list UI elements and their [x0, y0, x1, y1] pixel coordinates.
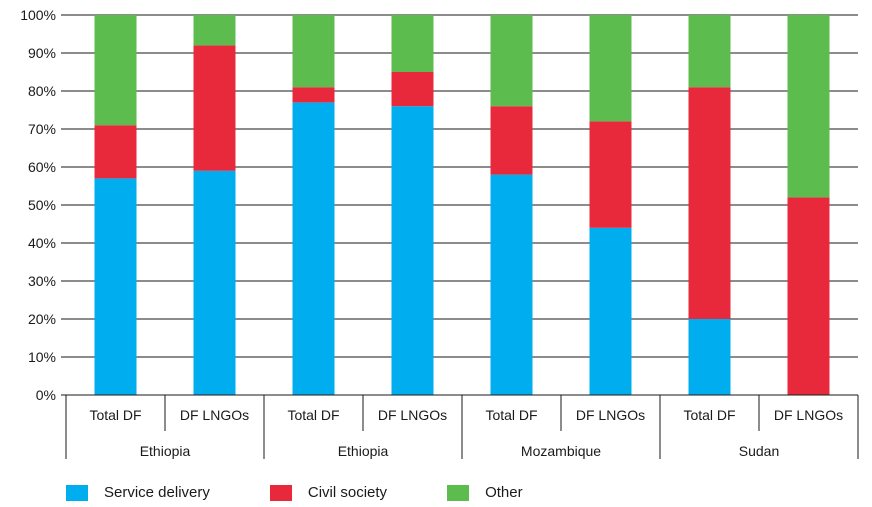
- bar-segment: [292, 102, 335, 396]
- bar-segment: [688, 15, 731, 88]
- bar-segment: [490, 106, 533, 175]
- y-tick-label: 30%: [28, 273, 56, 289]
- bar-segment: [589, 15, 632, 122]
- x-tick-label: DF LNGOs: [576, 407, 645, 423]
- x-tick-label: Total DF: [287, 407, 339, 423]
- chart-plot: 0% 10% 20% 30% 40% 50% 60% 70% 80% 90% 100% Total D…: [20, 7, 859, 459]
- y-tick-label: 0%: [36, 387, 56, 403]
- x-tick-label: DF LNGOs: [774, 407, 843, 423]
- y-tick-label: 50%: [28, 197, 56, 213]
- y-tick-label: 60%: [28, 159, 56, 175]
- x-tick-label: DF LNGOs: [378, 407, 447, 423]
- y-tick-label: 10%: [28, 349, 56, 365]
- x-tick-label: Total DF: [683, 407, 735, 423]
- bar-segment: [193, 45, 236, 171]
- legend-swatch: [66, 484, 88, 501]
- y-tick-label: 90%: [28, 45, 56, 61]
- legend-swatch: [269, 484, 292, 501]
- legend-item: Civil society: [269, 484, 388, 501]
- x-tick-label: Total DF: [89, 407, 141, 423]
- legend-item: Other: [447, 484, 523, 501]
- bar-segment: [688, 319, 731, 395]
- bar-segment: [391, 15, 434, 72]
- legend-label: Civil society: [307, 484, 388, 501]
- bar-segment: [292, 15, 335, 88]
- bar-segment: [391, 72, 434, 107]
- bar-segment: [589, 227, 632, 395]
- bar-segment: [688, 87, 731, 319]
- bar-segment: [193, 15, 236, 46]
- bar-segment: [589, 121, 632, 228]
- bar-segment: [391, 106, 434, 395]
- legend-swatch: [447, 484, 470, 501]
- bar-segment: [787, 197, 830, 395]
- legend-item: Service delivery: [66, 484, 210, 501]
- bar-segment: [787, 15, 830, 198]
- bar-segment: [94, 125, 137, 179]
- bar-segment: [193, 170, 236, 395]
- bar-segment: [490, 174, 533, 395]
- group-label: Ethiopia: [338, 443, 389, 459]
- bar-segment: [490, 15, 533, 107]
- chart-legend: Service delivery Civil society Other: [66, 484, 583, 501]
- bar-segment: [94, 15, 137, 126]
- y-tick-label: 40%: [28, 235, 56, 251]
- bar-segment: [292, 87, 335, 103]
- y-tick-label: 20%: [28, 311, 56, 327]
- legend-label: Service delivery: [104, 484, 210, 501]
- x-tick-label: DF LNGOs: [180, 407, 249, 423]
- y-tick-label: 100%: [20, 7, 56, 23]
- legend-label: Other: [485, 484, 523, 501]
- x-tick-label: Total DF: [485, 407, 537, 423]
- group-label: Sudan: [739, 443, 779, 459]
- group-label: Mozambique: [521, 443, 601, 459]
- bar-segment: [94, 178, 137, 395]
- y-tick-label: 80%: [28, 83, 56, 99]
- group-label: Ethiopia: [140, 443, 191, 459]
- y-tick-label: 70%: [28, 121, 56, 137]
